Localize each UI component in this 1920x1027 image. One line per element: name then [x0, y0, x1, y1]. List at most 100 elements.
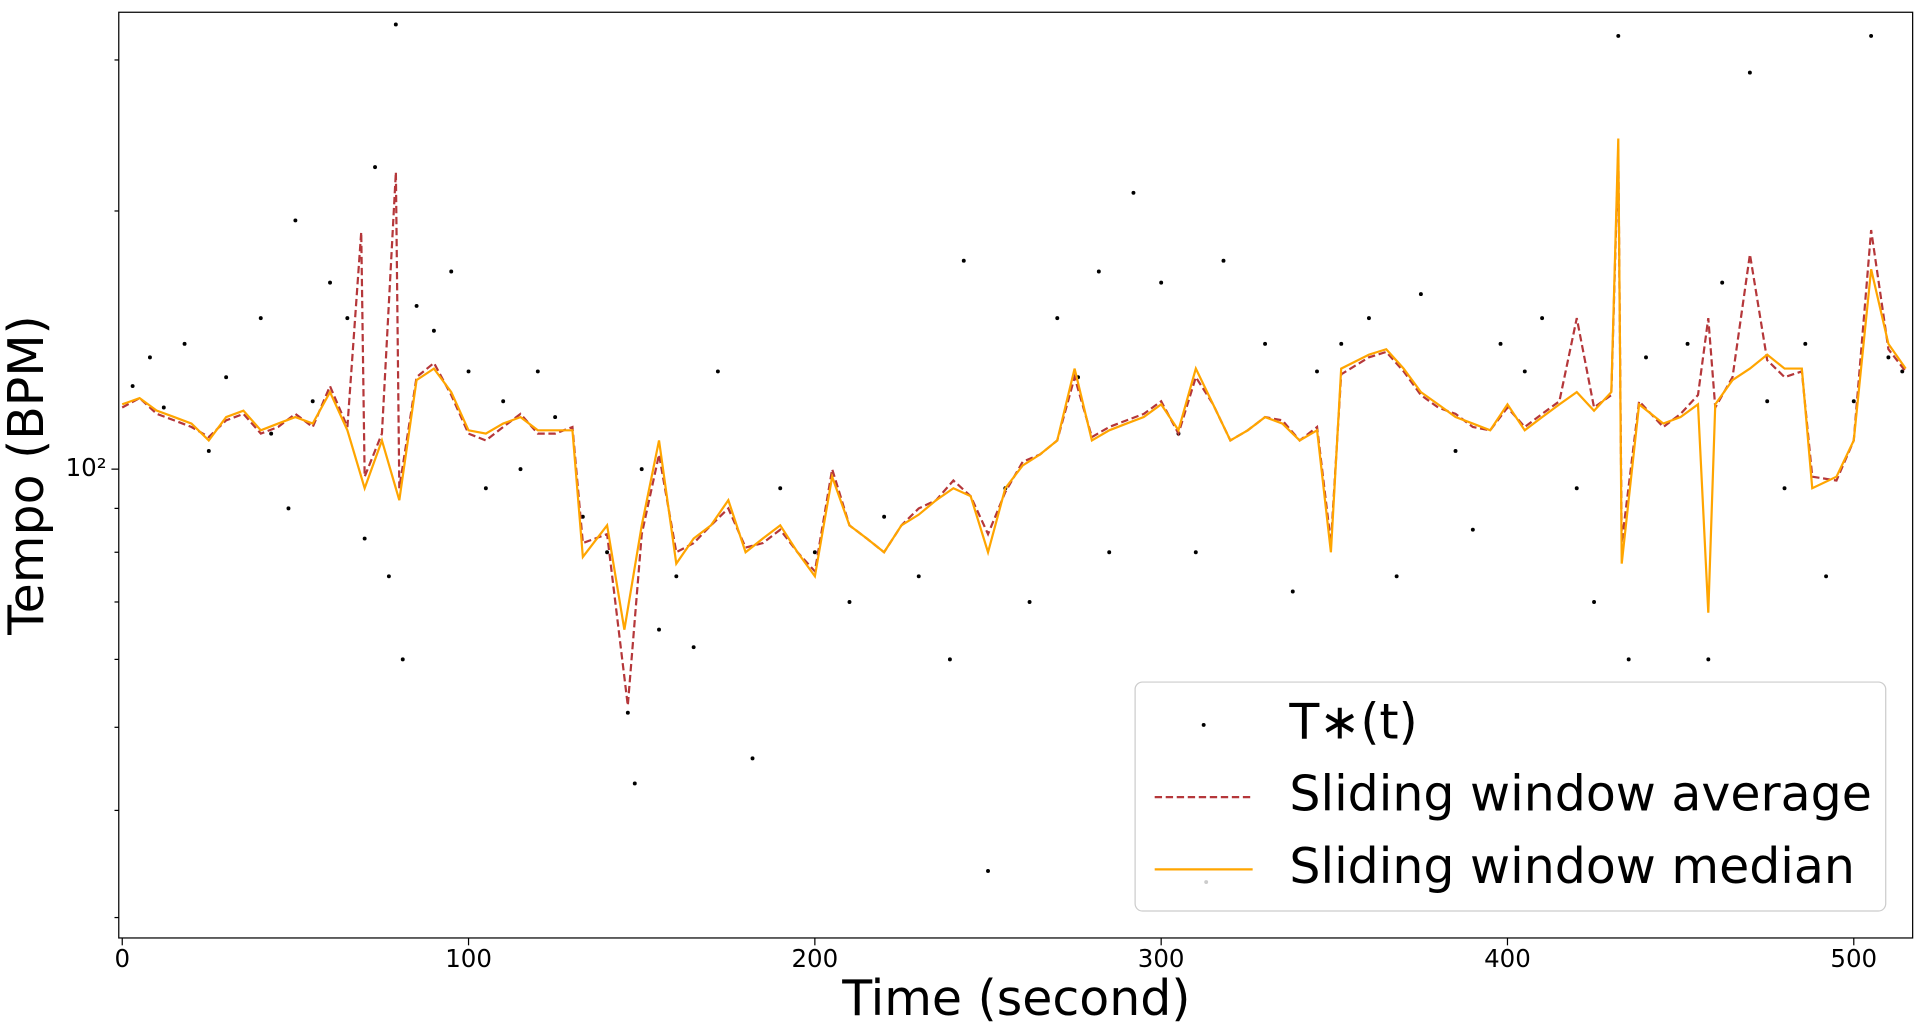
data-point [1263, 341, 1268, 346]
data-point [286, 506, 291, 511]
data-point [1626, 657, 1631, 662]
data-point [1540, 316, 1545, 321]
data-point [1522, 369, 1527, 374]
data-point [715, 369, 720, 374]
data-point [812, 550, 817, 555]
data-point [778, 486, 783, 491]
data-point [328, 280, 332, 285]
data-point [625, 710, 630, 715]
data-point [674, 574, 679, 579]
data-point [1720, 280, 1725, 285]
data-point [431, 328, 436, 333]
data-point [1096, 269, 1101, 274]
data-point [386, 574, 391, 579]
data-point [1498, 341, 1503, 346]
plot-area [121, 22, 1907, 885]
data-point [224, 375, 229, 380]
data-point [1453, 449, 1458, 453]
legend-marker [1201, 722, 1206, 727]
data-point [691, 645, 696, 650]
x-tick-label: 100 [445, 944, 492, 973]
legend-label: Sliding window median [1289, 838, 1855, 895]
data-point [1315, 369, 1319, 374]
series-line [121, 149, 1907, 706]
data-point [1886, 355, 1891, 360]
data-point [1394, 574, 1399, 579]
data-point [449, 269, 454, 274]
data-point [1824, 574, 1829, 579]
data-point [483, 486, 488, 491]
data-point [147, 355, 152, 360]
data-point [657, 627, 661, 632]
y-axis-label: Tempo (BPM) [0, 315, 55, 636]
x-axis-label: Time (second) [841, 970, 1190, 1027]
data-point [947, 657, 952, 662]
data-point [632, 781, 637, 786]
x-tick-label: 400 [1484, 944, 1531, 973]
data-point [1574, 486, 1579, 491]
data-point [535, 369, 540, 374]
series-line [121, 138, 1907, 630]
x-tick-label: 300 [1138, 944, 1185, 973]
data-point [1339, 341, 1344, 346]
data-point [161, 405, 166, 410]
data-point [130, 384, 135, 388]
data-point [986, 868, 990, 873]
data-point [916, 574, 921, 579]
data-point [182, 341, 187, 346]
data-point [580, 514, 585, 519]
data-point [1900, 369, 1905, 374]
data-point [501, 399, 506, 404]
data-point [1418, 292, 1423, 297]
data-point [1470, 527, 1475, 532]
plot-frame [118, 11, 1914, 939]
x-tick-label: 0 [114, 944, 130, 973]
data-point [1706, 657, 1711, 662]
data-point [1869, 33, 1874, 38]
data-point [553, 415, 558, 420]
data-point [1644, 355, 1648, 360]
data-point [414, 303, 419, 308]
data-point [400, 657, 405, 662]
data-point [1027, 600, 1032, 604]
data-point [518, 467, 523, 472]
data-point [258, 316, 263, 321]
data-point [373, 165, 378, 170]
legend-label: Sliding window average [1289, 766, 1871, 823]
data-point [882, 514, 887, 519]
data-point [1193, 550, 1198, 555]
data-point [1765, 399, 1770, 404]
data-point [1366, 316, 1371, 321]
data-point [269, 431, 274, 436]
x-tick-label: 200 [791, 944, 838, 973]
data-point [1782, 486, 1787, 491]
data-point [1221, 258, 1226, 263]
x-tick-label: 500 [1830, 944, 1877, 973]
legend-label: T∗(t) [1288, 693, 1417, 750]
data-point [1290, 589, 1295, 594]
data-point [393, 22, 398, 27]
legend-frame [1134, 681, 1887, 912]
data-point [1592, 600, 1597, 604]
legend: T∗(t) Sliding window average Sliding windo… [1134, 681, 1887, 912]
data-point [1107, 550, 1112, 555]
data-point [466, 369, 471, 374]
data-point [605, 550, 610, 555]
data-point [293, 218, 298, 223]
data-point [1747, 70, 1752, 75]
data-point [1851, 399, 1856, 404]
data-point [1055, 316, 1060, 321]
y-tick-label: 10² [66, 453, 107, 482]
data-point [1616, 33, 1621, 38]
data-point [206, 449, 211, 453]
data-point [1159, 280, 1164, 285]
data-point [639, 467, 644, 472]
data-point [1803, 341, 1808, 346]
data-point [1131, 190, 1136, 195]
data-point [1685, 341, 1690, 346]
data-point [847, 600, 852, 604]
data-point [961, 258, 966, 263]
data-point [345, 316, 350, 321]
data-point [362, 536, 367, 541]
